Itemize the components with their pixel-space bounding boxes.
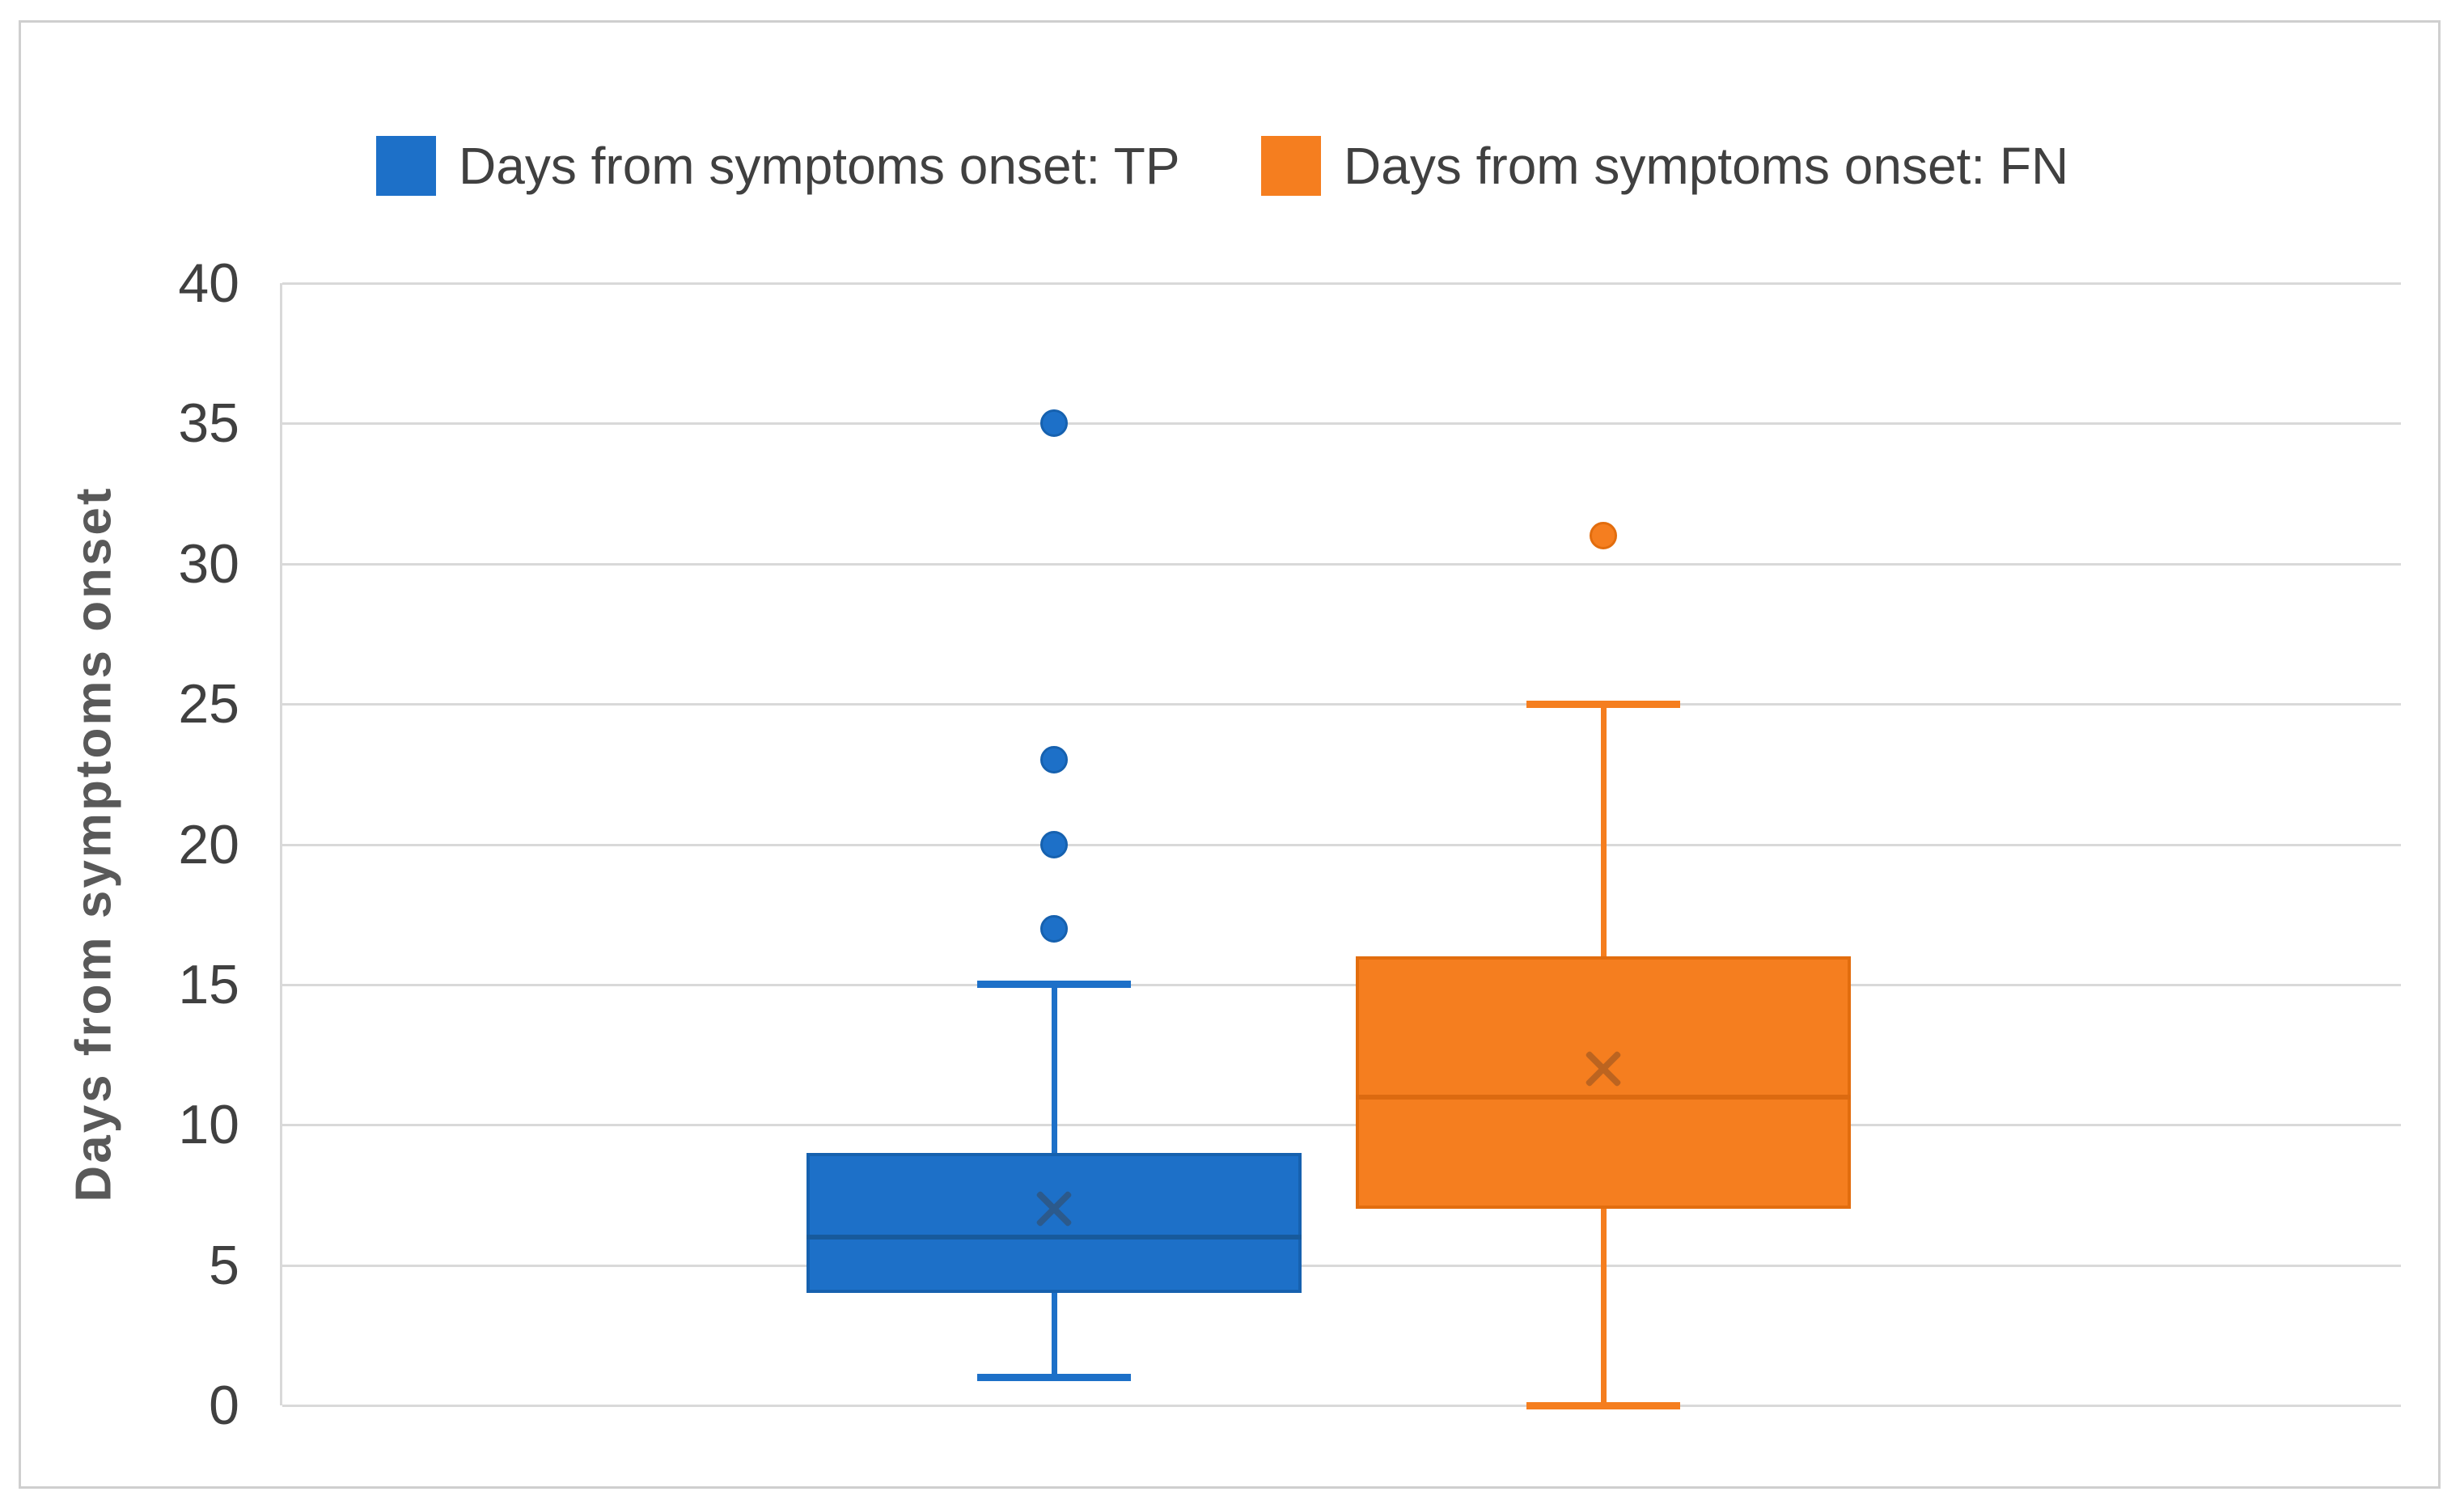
legend-label-fn: Days from symptoms onset: FN (1344, 137, 2069, 195)
whisker-cap-min-fn (1526, 1402, 1680, 1409)
gridline-y-0 (282, 1405, 2401, 1407)
gridline-y-30 (282, 563, 2401, 566)
legend-swatch-fn-icon (1261, 136, 1321, 196)
y-tick-label-35: 35 (178, 392, 239, 454)
gridline-y-10 (282, 1124, 2401, 1126)
gridline-y-5 (282, 1265, 2401, 1267)
box-tp (807, 1153, 1302, 1293)
whisker-cap-max-tp (977, 981, 1131, 988)
y-axis-tick-labels: 0 5 10 15 20 25 30 35 40 (0, 0, 239, 1496)
outlier-dot-fn-31 (1590, 522, 1617, 549)
gridline-y-35 (282, 422, 2401, 425)
outlier-dot-tp-20 (1040, 831, 1068, 858)
mean-marker-tp (1031, 1186, 1077, 1231)
whisker-lower-tp (1052, 1293, 1057, 1377)
box-fn (1356, 956, 1851, 1209)
gridline-y-40 (282, 282, 2401, 285)
outlier-dot-tp-35 (1040, 409, 1068, 437)
mean-marker-fn (1581, 1046, 1626, 1091)
outlier-dot-tp-17 (1040, 915, 1068, 943)
plot-area (280, 282, 2401, 1409)
y-tick-label-15: 15 (178, 954, 239, 1015)
y-tick-label-20: 20 (178, 814, 239, 875)
gridline-y-25 (282, 703, 2401, 706)
y-tick-label-30: 30 (178, 533, 239, 595)
y-tick-label-0: 0 (209, 1375, 239, 1436)
y-tick-label-5: 5 (209, 1235, 239, 1296)
legend-swatch-tp-icon (376, 136, 436, 196)
whisker-cap-max-fn (1526, 701, 1680, 708)
median-line-fn (1356, 1095, 1851, 1100)
gridline-y-15 (282, 984, 2401, 986)
whisker-upper-fn (1601, 704, 1607, 956)
whisker-upper-tp (1052, 985, 1057, 1153)
whisker-cap-min-tp (977, 1374, 1131, 1381)
legend-item-tp: Days from symptoms onset: TP (376, 131, 1180, 201)
gridline-y-20 (282, 844, 2401, 846)
legend-label-tp: Days from symptoms onset: TP (459, 137, 1180, 195)
whisker-lower-fn (1601, 1209, 1607, 1405)
legend-item-fn: Days from symptoms onset: FN (1261, 131, 2068, 201)
y-tick-label-40: 40 (178, 252, 239, 314)
median-line-tp (807, 1235, 1302, 1240)
y-tick-label-10: 10 (178, 1094, 239, 1155)
y-tick-label-25: 25 (178, 673, 239, 735)
outlier-dot-tp-23 (1040, 746, 1068, 773)
